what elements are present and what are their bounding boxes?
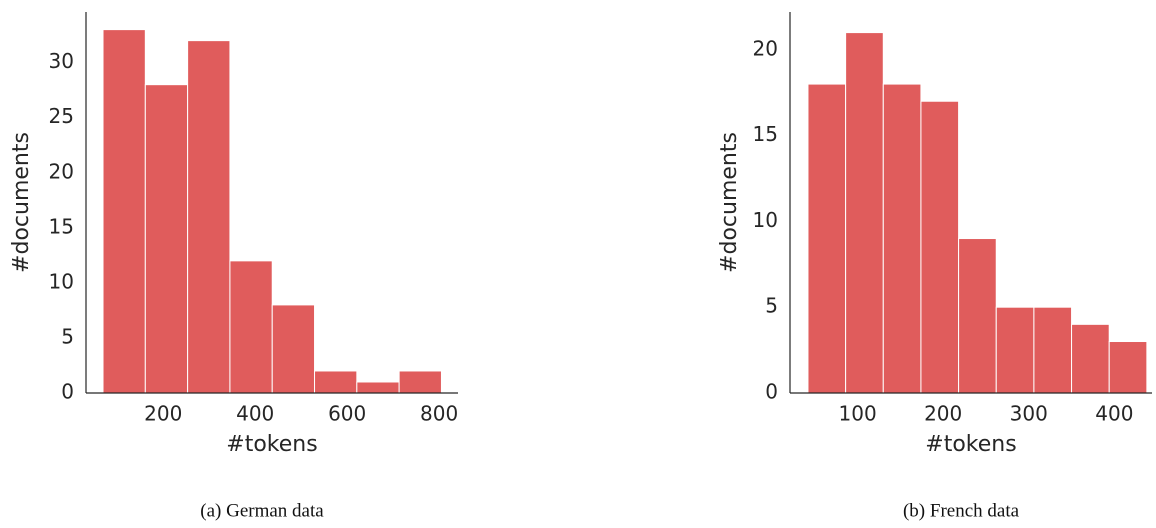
y-tick-label: 15: [49, 214, 74, 238]
bar: [1108, 341, 1148, 394]
y-axis-label: #documents: [717, 132, 742, 273]
x-axis-label: #tokens: [925, 432, 1016, 457]
y-tick-label: 0: [61, 380, 74, 404]
y-tick-label: 25: [49, 104, 74, 128]
y-tick-label: 5: [61, 324, 74, 348]
bar: [314, 370, 358, 394]
x-tick-label: 100: [839, 402, 877, 426]
y-tick-label: 20: [753, 36, 778, 60]
bar: [995, 306, 1035, 394]
bar: [1033, 306, 1073, 394]
bar: [920, 100, 960, 394]
y-tick-label: 20: [49, 159, 74, 183]
x-tick-label: 400: [1095, 402, 1133, 426]
x-axis-label: #tokens: [226, 432, 317, 457]
caption: (a) German data: [200, 500, 324, 521]
bar: [882, 83, 922, 394]
bar: [144, 84, 189, 394]
caption: (b) French data: [903, 500, 1020, 521]
y-tick-label: 10: [49, 269, 74, 293]
y-tick-label: 15: [753, 122, 778, 146]
x-tick-label: 400: [236, 402, 274, 426]
bar: [398, 370, 442, 394]
bar: [102, 29, 146, 394]
bar: [845, 32, 884, 394]
y-tick-label: 5: [765, 294, 778, 318]
bar: [958, 238, 997, 394]
y-tick-label: 0: [765, 380, 778, 404]
y-tick-label: 30: [49, 49, 74, 73]
bar: [356, 381, 400, 394]
bar: [1071, 323, 1110, 394]
x-tick-label: 200: [144, 402, 182, 426]
bar: [229, 260, 273, 394]
bar: [807, 83, 847, 394]
bar: [187, 40, 231, 394]
bar: [271, 304, 316, 394]
x-tick-label: 200: [924, 402, 962, 426]
x-tick-label: 600: [328, 402, 366, 426]
y-axis-label: #documents: [9, 132, 34, 273]
x-tick-label: 800: [420, 402, 458, 426]
x-tick-label: 300: [1010, 402, 1048, 426]
y-tick-label: 10: [753, 208, 778, 232]
